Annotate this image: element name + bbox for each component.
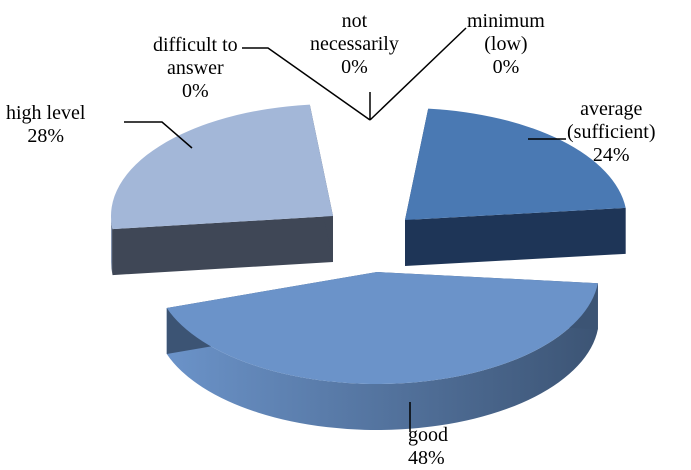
label-good-line1: good: [408, 424, 448, 446]
slice-wall-0-1: [405, 207, 626, 266]
label-average-pct: 24%: [592, 144, 630, 166]
slice-0: [405, 108, 626, 220]
label-not-necessarily-line1: not: [341, 10, 368, 32]
label-not-necessarily: not necessarily 0%: [310, 10, 399, 79]
pie-tops: [111, 104, 626, 384]
slice-1: [166, 272, 598, 384]
leader-line-3: [242, 47, 371, 121]
label-not-necessarily-pct: 0%: [341, 56, 368, 78]
label-good: good 48%: [408, 424, 448, 470]
label-difficult-to-answer: difficult to answer 0%: [153, 34, 238, 103]
label-minimum-line2: (low): [484, 33, 528, 55]
label-average-line2: (sufficient): [567, 121, 656, 143]
label-difficult-line1: difficult to: [153, 34, 238, 56]
label-high-level: high level 28%: [6, 102, 85, 148]
label-average-line1: average: [580, 98, 643, 120]
leader-lines: [124, 27, 566, 432]
leader-line-1: [124, 121, 193, 149]
label-high-level-line1: high level: [6, 102, 86, 124]
label-minimum: minimum (low) 0%: [467, 10, 545, 79]
slice-rim-2: [111, 216, 113, 276]
slice-rim-1: [166, 283, 598, 431]
label-difficult-pct: 0%: [181, 80, 209, 102]
label-minimum-pct: 0%: [492, 56, 520, 78]
slice-wall-2-0: [112, 216, 333, 276]
label-good-pct: 48%: [408, 447, 445, 469]
label-difficult-line2: answer: [166, 57, 224, 79]
label-high-level-pct: 28%: [27, 125, 65, 147]
label-not-necessarily-line2: necessarily: [310, 33, 399, 55]
label-average: average (sufficient) 24%: [567, 98, 656, 167]
leader-line-5: [369, 27, 467, 121]
label-minimum-line1: minimum: [467, 10, 545, 32]
slice-2: [111, 104, 333, 230]
